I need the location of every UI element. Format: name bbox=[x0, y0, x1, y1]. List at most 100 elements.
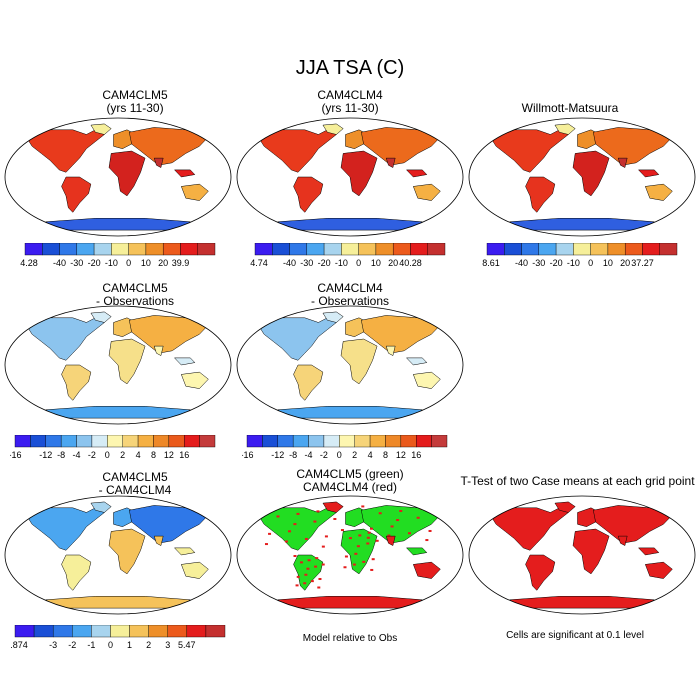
colorbar-swatch bbox=[91, 625, 111, 638]
sig-cell bbox=[317, 586, 321, 589]
sig-cell bbox=[324, 535, 328, 538]
colorbar-tick-label: -12 bbox=[271, 450, 284, 460]
colorbar-tick-label: 20 bbox=[620, 258, 630, 268]
sig-cell bbox=[362, 560, 366, 563]
colorbar-swatch bbox=[184, 435, 200, 448]
continent-greenland bbox=[322, 123, 344, 135]
continent-northAmerica bbox=[27, 317, 105, 361]
continent-africa bbox=[340, 338, 378, 385]
sig-cell bbox=[306, 567, 310, 570]
panel-title-clm5-clm4: CAM4CLM5- CAM4CLM4 bbox=[98, 470, 172, 497]
colorbar-cam4clm5: -64.28 -40 -30 -20 -10 0 10 20 39.9 bbox=[20, 243, 230, 273]
continent-seAsia bbox=[173, 169, 196, 178]
sig-cell bbox=[316, 510, 320, 513]
colorbar-swatch bbox=[59, 243, 78, 256]
colorbar-tick-label: 10 bbox=[603, 258, 613, 268]
colorbar-swatch bbox=[262, 435, 278, 448]
colorbar-swatch bbox=[339, 435, 355, 448]
colorbar-tick-label: -64.28 bbox=[20, 258, 38, 268]
colorbar-swatch bbox=[122, 435, 139, 448]
colorbar-tick-label: 12 bbox=[396, 450, 406, 460]
colorbar-swatch bbox=[306, 243, 325, 256]
sig-cell bbox=[321, 563, 325, 566]
continent-australia bbox=[412, 371, 441, 389]
continent-greenland bbox=[90, 311, 112, 323]
colorbar-tick-label: 0 bbox=[108, 640, 113, 650]
continent-greenland bbox=[554, 123, 576, 135]
note-model-relative: Model relative to Obs bbox=[302, 633, 398, 644]
colorbar-swatch bbox=[205, 625, 226, 638]
continent-greenland bbox=[322, 501, 344, 513]
colorbar-swatch bbox=[400, 435, 417, 448]
figure-title: JJA TSA (C) bbox=[295, 57, 405, 79]
colorbar-tick-label: -1 bbox=[87, 640, 95, 650]
continent-asia bbox=[593, 127, 673, 166]
colorbar-tick-label: -16 bbox=[242, 450, 254, 460]
sig-cell bbox=[333, 517, 337, 520]
panel-title-clm5-obs: CAM4CLM5- Observations bbox=[95, 281, 175, 308]
continent-asia bbox=[361, 127, 441, 166]
continent-northAmerica bbox=[259, 317, 337, 361]
map-panel-clm5-clm4 bbox=[3, 494, 233, 616]
colorbar-swatch bbox=[24, 243, 43, 256]
map-panel-green-red bbox=[235, 494, 465, 616]
sig-cell bbox=[310, 580, 314, 583]
colorbar-swatch bbox=[624, 243, 643, 256]
colorbar-tick-label: 5.47 bbox=[178, 640, 196, 650]
continent-northAmerica bbox=[27, 129, 105, 173]
sig-cell bbox=[407, 532, 411, 535]
sig-cell bbox=[259, 507, 263, 510]
panel-title-ttest: T-Test of two Case means at each grid po… bbox=[460, 474, 695, 488]
continent-africa bbox=[572, 528, 610, 575]
colorbar-tick-label: 1 bbox=[127, 640, 132, 650]
colorbar-tick-label: -12 bbox=[39, 450, 52, 460]
colorbar-swatch bbox=[573, 243, 591, 256]
continent-australia bbox=[412, 561, 441, 579]
colorbar-swatch bbox=[197, 243, 216, 256]
continent-antarctica bbox=[276, 218, 424, 231]
colorbar-tick-label: 2 bbox=[146, 640, 151, 650]
sig-cell bbox=[366, 536, 370, 539]
sig-cell bbox=[358, 534, 362, 537]
sig-cell bbox=[366, 542, 370, 545]
colorbar-swatch bbox=[385, 435, 402, 448]
continent-india bbox=[153, 345, 164, 356]
sig-cell bbox=[304, 537, 308, 540]
colorbar-tick-label: 4 bbox=[136, 450, 141, 460]
continent-india bbox=[153, 535, 164, 546]
colorbar-tick-label: 0 bbox=[588, 258, 593, 268]
colorbar-tick-label: -8 bbox=[289, 450, 297, 460]
colorbar-swatch bbox=[272, 243, 290, 256]
sig-cell bbox=[276, 515, 280, 518]
colorbar-tick-label: 16 bbox=[179, 450, 189, 460]
colorbar-tick-label: 10 bbox=[371, 258, 381, 268]
continent-australia bbox=[412, 183, 441, 201]
continent-northAmerica bbox=[491, 507, 569, 551]
colorbar-tick-label: 0 bbox=[337, 450, 342, 460]
colorbar-tick-label: -8 bbox=[57, 450, 65, 460]
continent-northAmerica bbox=[259, 129, 337, 173]
continent-india bbox=[153, 157, 164, 168]
continent-seAsia bbox=[405, 169, 428, 178]
colorbar-tick-label: -40 bbox=[283, 258, 296, 268]
continent-antarctica bbox=[508, 596, 656, 609]
colorbar-swatch bbox=[289, 243, 308, 256]
continent-asia bbox=[361, 315, 441, 354]
colorbar-tick-label: -4 bbox=[73, 450, 81, 460]
sig-cell bbox=[370, 568, 374, 571]
colorbar-tick-label: 0 bbox=[105, 450, 110, 460]
colorbar-swatch bbox=[137, 435, 154, 448]
colorbar-swatch bbox=[292, 435, 309, 448]
sig-cell bbox=[307, 559, 311, 562]
panel-title-willmott: Willmott-Matsuura bbox=[521, 101, 619, 115]
panel-title-cam4clm4: CAM4CLM4 (yrs 11-30) bbox=[317, 88, 383, 115]
continent-australia bbox=[180, 561, 209, 579]
colorbar-swatch bbox=[590, 243, 609, 256]
colorbar-tick-label: -64.74 bbox=[250, 258, 268, 268]
colorbar-swatch bbox=[392, 243, 411, 256]
colorbar-swatch bbox=[369, 435, 386, 448]
continent-southAmerica bbox=[525, 176, 556, 213]
colorbar-swatch bbox=[33, 625, 54, 638]
